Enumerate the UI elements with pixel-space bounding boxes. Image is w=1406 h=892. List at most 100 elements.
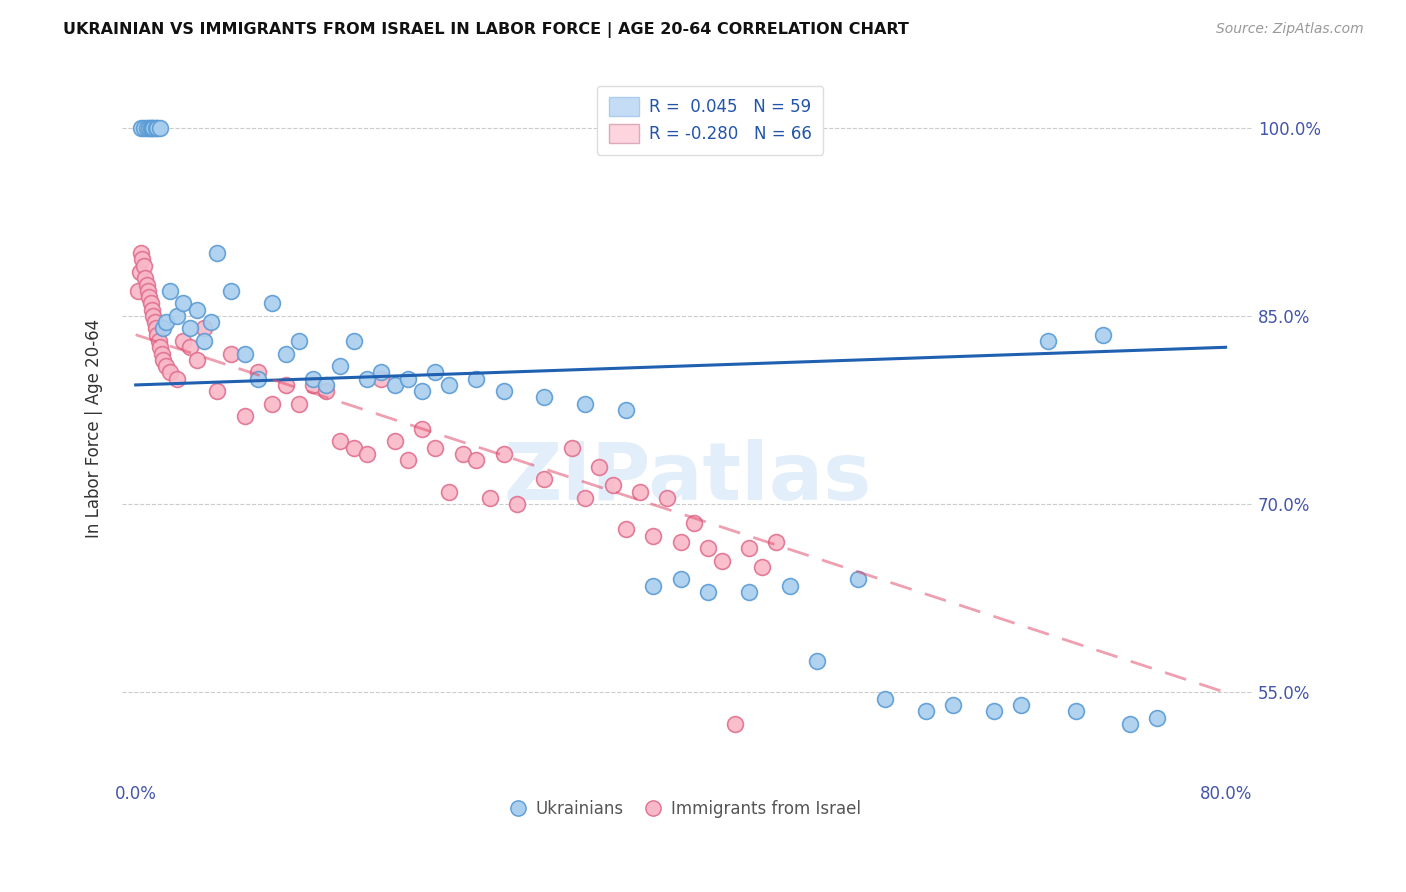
Point [128, 265, 150, 279]
Point [465, 453, 488, 467]
Point [329, 359, 352, 373]
Point [129, 246, 152, 260]
Point [143, 315, 166, 329]
Point [506, 497, 529, 511]
Point [142, 120, 165, 135]
Point [247, 372, 270, 386]
Point [1091, 327, 1114, 342]
Point [219, 284, 242, 298]
Point [136, 284, 159, 298]
Point [179, 340, 201, 354]
Point [146, 120, 169, 135]
Point [149, 120, 172, 135]
Point [738, 585, 761, 599]
Point [193, 334, 215, 348]
Point [696, 541, 718, 555]
Point [131, 252, 153, 267]
Point [343, 334, 366, 348]
Point [588, 459, 610, 474]
Point [465, 372, 488, 386]
Point [150, 346, 173, 360]
Point [915, 704, 938, 718]
Point [139, 296, 162, 310]
Point [329, 434, 352, 449]
Point [127, 284, 149, 298]
Point [145, 321, 167, 335]
Point [134, 271, 156, 285]
Point [152, 352, 174, 367]
Point [274, 346, 297, 360]
Point [172, 296, 194, 310]
Point [172, 334, 194, 348]
Point [643, 528, 665, 542]
Point [315, 384, 337, 399]
Text: ZIPatlas: ZIPatlas [503, 439, 872, 517]
Point [425, 365, 447, 379]
Point [411, 384, 433, 399]
Point [146, 327, 169, 342]
Point [738, 541, 761, 555]
Point [138, 290, 160, 304]
Point [643, 579, 665, 593]
Point [425, 441, 447, 455]
Point [983, 704, 1005, 718]
Legend: Ukrainians, Immigrants from Israel: Ukrainians, Immigrants from Israel [508, 793, 868, 825]
Point [1010, 698, 1032, 712]
Point [193, 321, 215, 335]
Point [669, 534, 692, 549]
Point [247, 365, 270, 379]
Point [301, 378, 323, 392]
Point [942, 698, 965, 712]
Point [724, 716, 747, 731]
Point [288, 397, 311, 411]
Point [152, 321, 174, 335]
Point [148, 334, 170, 348]
Point [614, 403, 637, 417]
Point [533, 472, 555, 486]
Point [411, 422, 433, 436]
Point [166, 372, 188, 386]
Point [260, 397, 283, 411]
Point [437, 484, 460, 499]
Point [207, 384, 229, 399]
Point [135, 277, 157, 292]
Point [159, 284, 181, 298]
Point [149, 340, 172, 354]
Point [179, 321, 201, 335]
Point [145, 120, 167, 135]
Point [141, 120, 163, 135]
Text: Source: ZipAtlas.com: Source: ZipAtlas.com [1216, 22, 1364, 37]
Point [139, 120, 162, 135]
Point [751, 560, 773, 574]
Point [356, 372, 378, 386]
Point [356, 447, 378, 461]
Point [155, 359, 177, 373]
Y-axis label: In Labor Force | Age 20-64: In Labor Force | Age 20-64 [86, 319, 103, 539]
Point [200, 315, 222, 329]
Point [396, 453, 419, 467]
Point [873, 691, 896, 706]
Point [478, 491, 501, 505]
Point [343, 441, 366, 455]
Point [451, 447, 474, 461]
Point [233, 409, 256, 424]
Point [186, 352, 208, 367]
Text: UKRAINIAN VS IMMIGRANTS FROM ISRAEL IN LABOR FORCE | AGE 20-64 CORRELATION CHART: UKRAINIAN VS IMMIGRANTS FROM ISRAEL IN L… [63, 22, 910, 38]
Point [669, 573, 692, 587]
Point [135, 120, 157, 135]
Point [574, 397, 596, 411]
Point [186, 302, 208, 317]
Point [132, 120, 155, 135]
Point [301, 372, 323, 386]
Point [384, 434, 406, 449]
Point [602, 478, 624, 492]
Point [655, 491, 678, 505]
Point [138, 120, 160, 135]
Point [628, 484, 651, 499]
Point [315, 378, 337, 392]
Point [1064, 704, 1087, 718]
Point [142, 309, 165, 323]
Point [846, 573, 869, 587]
Point [396, 372, 419, 386]
Point [683, 516, 706, 530]
